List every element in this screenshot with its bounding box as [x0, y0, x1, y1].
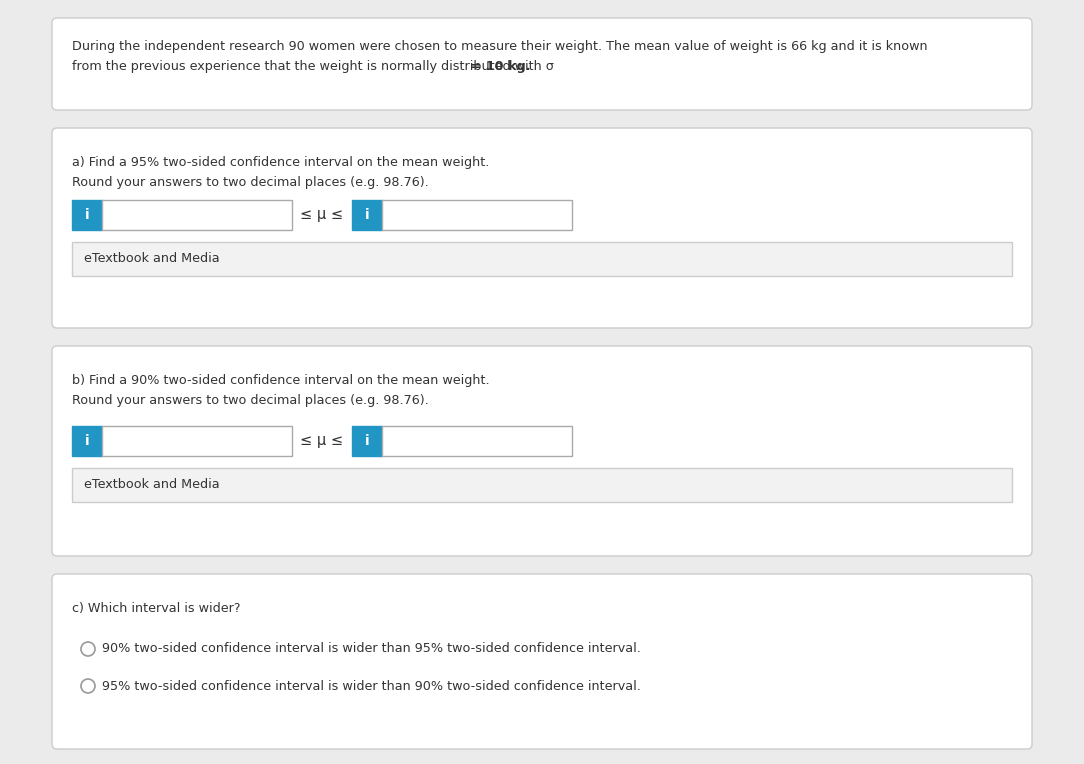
FancyBboxPatch shape: [52, 18, 1032, 110]
Bar: [72, 468, 1012, 502]
FancyBboxPatch shape: [52, 574, 1032, 749]
Bar: [102, 426, 292, 456]
FancyBboxPatch shape: [52, 128, 1032, 328]
Text: During the independent research 90 women were chosen to measure their weight. Th: During the independent research 90 women…: [72, 40, 928, 53]
Bar: [382, 200, 572, 230]
Text: 90% two-sided confidence interval is wider than 95% two-sided confidence interva: 90% two-sided confidence interval is wid…: [102, 643, 641, 656]
Bar: [72, 426, 102, 456]
Bar: [102, 200, 292, 230]
Text: eTextbook and Media: eTextbook and Media: [83, 252, 220, 266]
Text: i: i: [85, 434, 89, 448]
FancyBboxPatch shape: [52, 346, 1032, 556]
Text: b) Find a 90% two-sided confidence interval on the mean weight.: b) Find a 90% two-sided confidence inter…: [72, 374, 490, 387]
Text: a) Find a 95% two-sided confidence interval on the mean weight.: a) Find a 95% two-sided confidence inter…: [72, 156, 489, 169]
Text: from the previous experience that the weight is normally distributed with σ: from the previous experience that the we…: [72, 60, 554, 73]
Bar: [382, 426, 572, 456]
Text: ≤ μ ≤: ≤ μ ≤: [300, 208, 344, 222]
Text: = 10 kg.: = 10 kg.: [466, 60, 530, 73]
Text: i: i: [364, 434, 370, 448]
Text: ≤ μ ≤: ≤ μ ≤: [300, 433, 344, 448]
Circle shape: [81, 679, 95, 693]
Text: 95% two-sided confidence interval is wider than 90% two-sided confidence interva: 95% two-sided confidence interval is wid…: [102, 679, 641, 692]
Text: Round your answers to two decimal places (e.g. 98.76).: Round your answers to two decimal places…: [72, 394, 429, 407]
Text: Round your answers to two decimal places (e.g. 98.76).: Round your answers to two decimal places…: [72, 176, 429, 189]
Bar: [352, 426, 382, 456]
Text: i: i: [364, 208, 370, 222]
Text: eTextbook and Media: eTextbook and Media: [83, 478, 220, 491]
Bar: [72, 242, 1012, 276]
Bar: [352, 200, 382, 230]
Circle shape: [81, 642, 95, 656]
Text: i: i: [85, 208, 89, 222]
Bar: [72, 200, 102, 230]
Text: c) Which interval is wider?: c) Which interval is wider?: [72, 602, 241, 615]
